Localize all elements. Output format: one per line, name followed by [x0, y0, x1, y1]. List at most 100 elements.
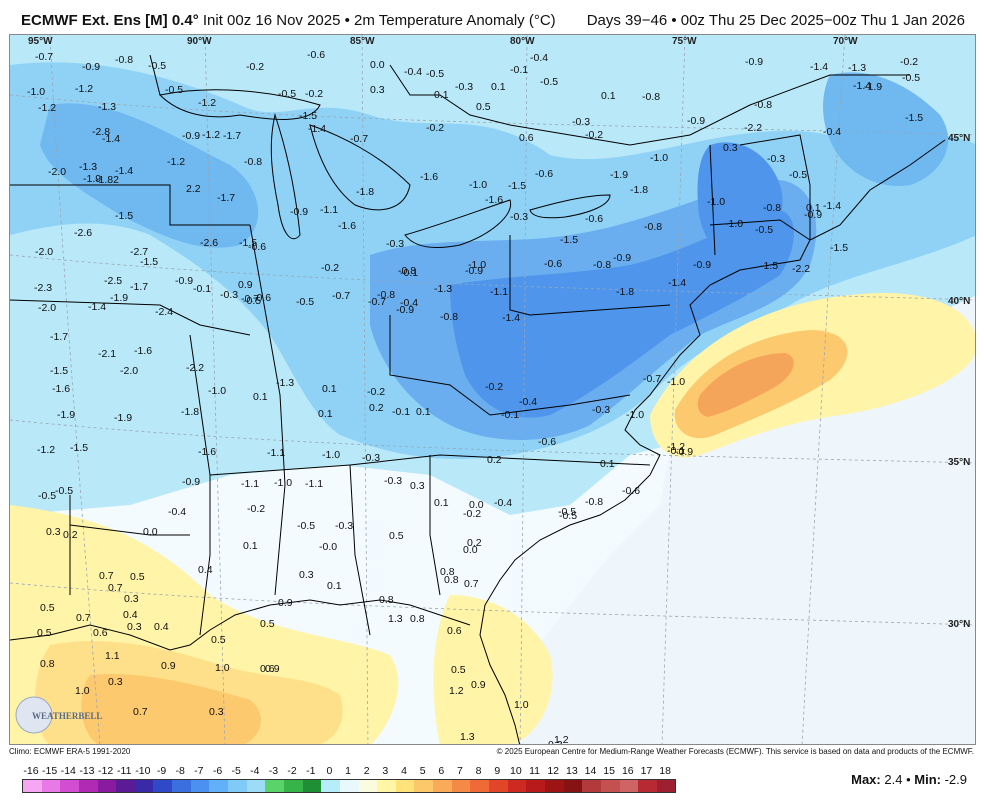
colorbar-swatch [209, 780, 229, 792]
anomaly-value: 0.9 [161, 660, 176, 672]
model-name: ECMWF Ext. Ens [M] 0.4 [21, 12, 193, 29]
anomaly-value: 1.2 [554, 734, 569, 745]
anomaly-value: -0.5 [297, 520, 315, 532]
colorbar-swatch [526, 780, 545, 792]
colorbar-tick: 6 [438, 765, 445, 777]
anomaly-value: -0.8 [244, 156, 262, 168]
colorbar-tick: 14 [584, 765, 597, 777]
anomaly-value: 1.0 [75, 685, 90, 697]
anomaly-value: -1.1 [305, 478, 323, 490]
anomaly-value: -0.9 [745, 56, 763, 68]
anomaly-value: -0.9 [182, 476, 200, 488]
anomaly-value: -2.0 [120, 365, 138, 377]
anomaly-value: -0.3 [384, 475, 402, 487]
colorbar-tick: 7 [457, 765, 463, 777]
anomaly-value: -1.5 [299, 110, 317, 122]
anomaly-value: -0.7 [241, 293, 259, 305]
colorbar-swatch [134, 780, 154, 792]
anomaly-value: -0.8 [440, 311, 458, 323]
anomaly-value: 0.6 [447, 625, 462, 637]
anomaly-value: -1.7 [217, 192, 235, 204]
anomaly-value: 0.5 [130, 571, 145, 583]
anomaly-value: 1.3 [460, 731, 475, 743]
anomaly-value: -0.9 [290, 206, 308, 218]
anomaly-value: -0.7 [350, 133, 368, 145]
anomaly-value: -0.3 [572, 116, 590, 128]
anomaly-value: -1.6 [485, 194, 503, 206]
anomaly-value: -0.9 [396, 304, 414, 316]
colorbar-swatch [265, 780, 284, 792]
anomaly-value: 0.1 [10, 35, 25, 38]
colorbar-tick: 9 [494, 765, 501, 777]
colorbar-tick: 0 [326, 765, 333, 777]
anomaly-value: -1.9 [864, 81, 882, 93]
anomaly-value: -1.0 [469, 179, 487, 191]
colorbar-swatch [619, 780, 639, 792]
anomaly-value: -0.4 [168, 506, 186, 518]
anomaly-value: 1.0 [514, 699, 529, 711]
anomaly-value: -1.0 [667, 376, 685, 388]
anomaly-value: -0.3 [220, 289, 238, 301]
colorbar-swatch [582, 780, 601, 792]
anomaly-value: -1.5 [830, 242, 848, 254]
colorbar-swatch [190, 780, 210, 792]
init-info: Init 00z 16 Nov 2025 • 2m Temperature An… [202, 12, 556, 29]
anomaly-value: -0.5 [540, 76, 558, 88]
weatherbell-logo: WEATHERBELL [15, 696, 102, 734]
colorbar-tick: 12 [547, 765, 560, 777]
colorbar-tick: 10 [510, 765, 522, 777]
map-title: ECMWF Ext. Ens [M] 0.4° Init 00z 16 Nov … [21, 12, 556, 29]
colorbar-swatch [489, 780, 508, 792]
colorbar-swatch [23, 780, 42, 792]
anomaly-value: -0.2 [900, 56, 918, 68]
anomaly-value: 0.3 [124, 593, 139, 605]
anomaly-value: 0.1 [806, 202, 821, 214]
anomaly-value: -1.5 [70, 442, 88, 454]
lon-label: 90°W [187, 36, 212, 47]
anomaly-value: -0.3 [592, 404, 610, 416]
copyright-credit: © 2025 European Centre for Medium-Range … [496, 747, 974, 756]
anomaly-value: 0.5 [40, 602, 55, 614]
anomaly-value: -2.5 [104, 275, 122, 287]
anomaly-value: -0.2 [585, 129, 603, 141]
anomaly-value: -1.6 [134, 345, 152, 357]
lon-label: 70°W [833, 36, 858, 47]
anomaly-value: -0.1 [667, 445, 685, 457]
separator: • [906, 772, 911, 787]
anomaly-value: -0.9 [687, 115, 705, 127]
lat-label: 45°N [948, 133, 970, 144]
lat-label: 35°N [948, 457, 970, 468]
colorbar-swatch [358, 780, 378, 792]
anomaly-value: 0.2 [487, 454, 502, 466]
anomaly-value: 0.5 [476, 101, 491, 113]
anomaly-value: -0.9 [182, 130, 200, 142]
anomaly-value: 0.1 [318, 408, 333, 420]
anomaly-value: -0.6 [622, 485, 640, 497]
anomaly-value: -2.8 [92, 126, 110, 138]
anomaly-value: -1.2 [75, 83, 93, 95]
anomaly-value: -1.4 [115, 165, 133, 177]
anomaly-value: -0.2 [367, 386, 385, 398]
anomaly-value: -1.5 [50, 365, 68, 377]
anomaly-value: 0.0 [143, 526, 158, 538]
anomaly-value: 0.1 [434, 497, 449, 509]
anomaly-value: -0.4 [404, 66, 422, 78]
colorbar-tick: 11 [529, 765, 540, 777]
anomaly-value: -1.4 [502, 312, 520, 324]
anomaly-value: -1.5 [239, 237, 257, 249]
anomaly-value: -2.3 [34, 282, 52, 294]
anomaly-value: 0.6 [260, 663, 275, 675]
anomaly-value: -1.3 [98, 101, 116, 113]
anomaly-value: -0.5 [789, 169, 807, 181]
anomaly-value: -1.0 [725, 218, 743, 230]
anomaly-value: -2.0 [48, 166, 66, 178]
colorbar-swatch [78, 780, 98, 792]
anomaly-value: -2.2 [744, 122, 762, 134]
anomaly-value: -0.8 [763, 202, 781, 214]
anomaly-value: -1.7 [50, 331, 68, 343]
colorbar-tick: 4 [401, 765, 407, 777]
colorbar-tick: -15 [42, 765, 58, 777]
anomaly-value: 0.7 [133, 706, 148, 718]
anomaly-value: -1.4 [823, 200, 841, 212]
anomaly-value: -0.2 [246, 61, 264, 73]
